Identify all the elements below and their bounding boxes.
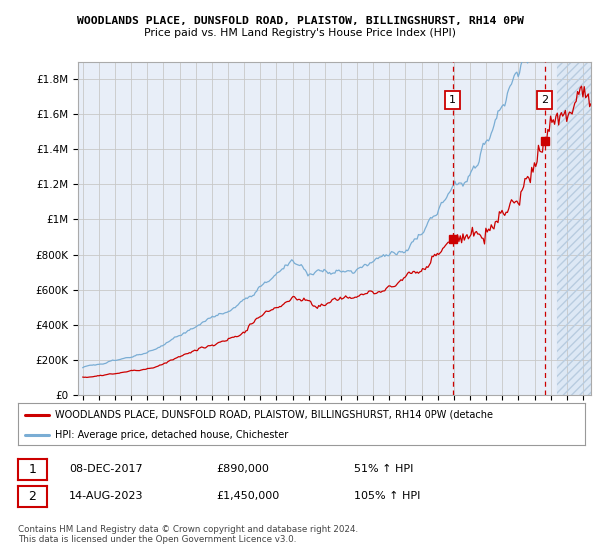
Text: WOODLANDS PLACE, DUNSFOLD ROAD, PLAISTOW, BILLINGSHURST, RH14 0PW (detache: WOODLANDS PLACE, DUNSFOLD ROAD, PLAISTOW… (55, 409, 493, 419)
Text: £890,000: £890,000 (216, 464, 269, 474)
Bar (557, 62, 596, 395)
Text: 1: 1 (449, 95, 456, 105)
Text: 14-AUG-2023: 14-AUG-2023 (69, 491, 143, 501)
Text: Contains HM Land Registry data © Crown copyright and database right 2024.: Contains HM Land Registry data © Crown c… (18, 525, 358, 534)
Bar (557, 62, 596, 395)
Text: 51% ↑ HPI: 51% ↑ HPI (354, 464, 413, 474)
Text: 2: 2 (541, 95, 548, 105)
Text: Price paid vs. HM Land Registry's House Price Index (HPI): Price paid vs. HM Land Registry's House … (144, 28, 456, 38)
Text: 105% ↑ HPI: 105% ↑ HPI (354, 491, 421, 501)
Text: £1,450,000: £1,450,000 (216, 491, 279, 501)
Text: This data is licensed under the Open Government Licence v3.0.: This data is licensed under the Open Gov… (18, 535, 296, 544)
Text: 2: 2 (28, 489, 37, 503)
Text: 08-DEC-2017: 08-DEC-2017 (69, 464, 143, 474)
Text: HPI: Average price, detached house, Chichester: HPI: Average price, detached house, Chic… (55, 430, 288, 440)
Text: WOODLANDS PLACE, DUNSFOLD ROAD, PLAISTOW, BILLINGSHURST, RH14 0PW: WOODLANDS PLACE, DUNSFOLD ROAD, PLAISTOW… (77, 16, 523, 26)
Text: 1: 1 (28, 463, 37, 477)
